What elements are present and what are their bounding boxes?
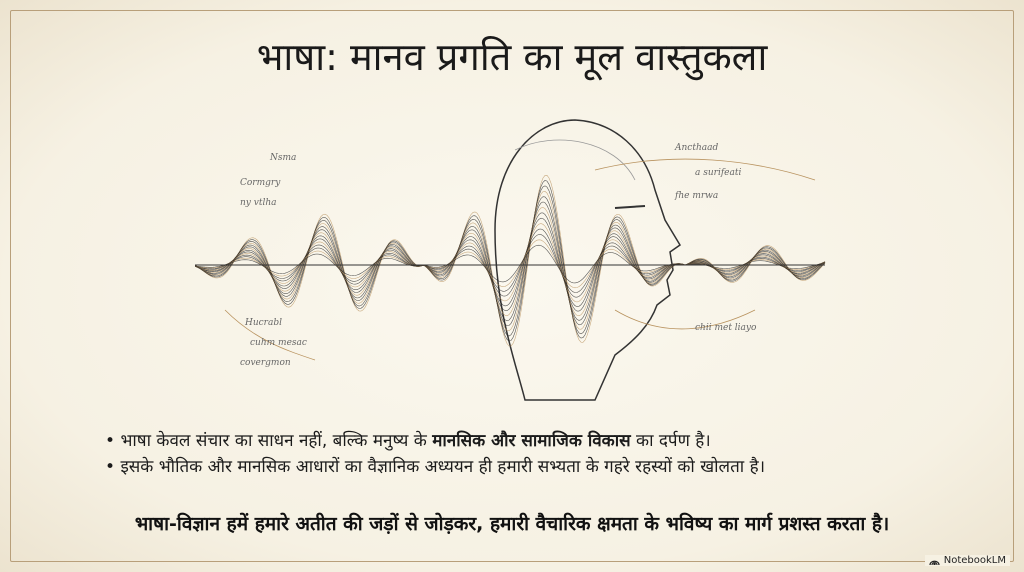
wave-line [195, 180, 826, 342]
human-profile-head-icon [494, 119, 682, 401]
notebooklm-logo-icon [929, 560, 940, 565]
slide-title: भाषा: मानव प्रगति का मूल वास्तुकला [256, 35, 768, 79]
slide-border [10, 10, 1014, 562]
svg-text:Nsma: Nsma [269, 153, 296, 163]
wave-line [195, 201, 826, 322]
bullet-list: • भाषा केवल संचार का साधन नहीं, बल्कि मन… [105, 428, 765, 480]
svg-text:Ancthaad: Ancthaad [674, 143, 718, 153]
svg-text:ny vtlha: ny vtlha [240, 198, 276, 208]
brand-badge: NotebookLM [924, 555, 1010, 566]
head-soundwave-illustration: Nsma Cormgry ny vtlha Hucrabl cuhm mesac cov… [195, 119, 826, 401]
bullet-item: • भाषा केवल संचार का साधन नहीं, बल्कि मन… [105, 431, 711, 451]
wave-line [195, 217, 826, 307]
bullet-item: • इसके भौतिक और मानसिक आधारों का वैज्ञान… [105, 457, 766, 477]
wave-line [195, 196, 826, 327]
svg-text:a surifeati: a surifeati [695, 168, 741, 178]
svg-text:covergmon: covergmon [240, 358, 291, 368]
wave-line [195, 244, 826, 284]
wave-line [195, 190, 826, 332]
wave-line [195, 212, 826, 312]
conclusion-text: भाषा-विज्ञान हमें हमारे अतीत की जड़ों से… [134, 513, 890, 535]
svg-text:fhe mrwa: fhe mrwa [674, 191, 718, 201]
svg-text:Hucrabl: Hucrabl [244, 318, 282, 328]
handwritten-notes: Nsma Cormgry ny vtlha Hucrabl cuhm mesac cov… [240, 143, 757, 368]
wave-line [195, 207, 826, 317]
sound-wave [195, 174, 826, 347]
svg-text:chii met liayo: chii met liayo [695, 323, 757, 333]
decorative-curves [224, 158, 816, 361]
brand-label: NotebookLM [943, 555, 1006, 566]
svg-text:Cormgry: Cormgry [240, 178, 281, 188]
svg-text:cuhm mesac: cuhm mesac [250, 338, 307, 348]
wave-line [195, 234, 826, 293]
wave-line [195, 223, 826, 303]
